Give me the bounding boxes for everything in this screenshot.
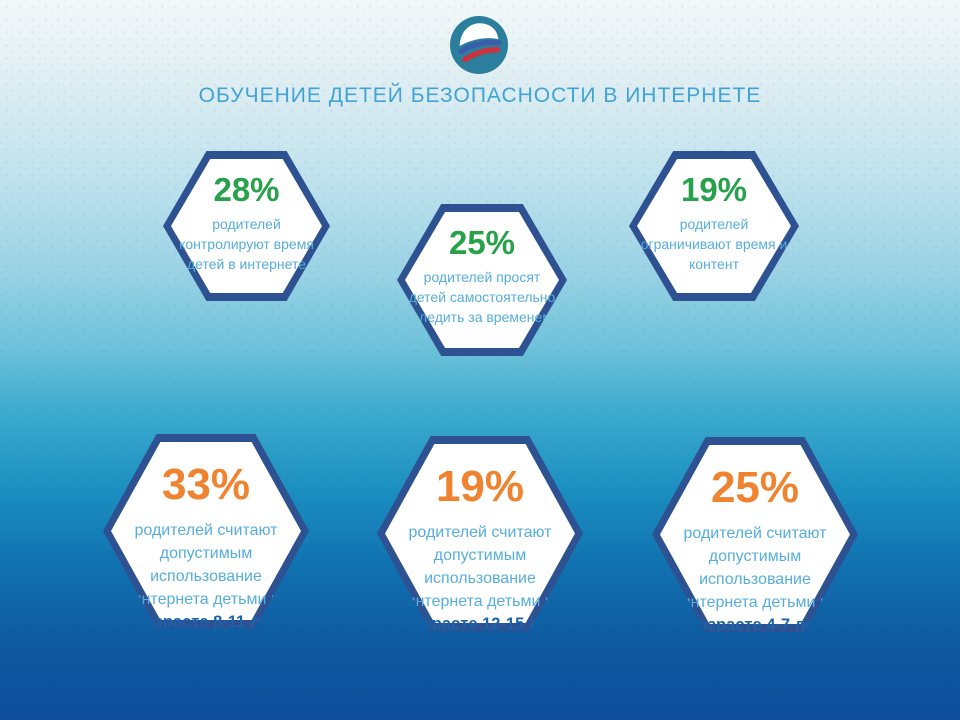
stat-description: родителей считают допустимым использован… (132, 522, 280, 608)
page-title: ОБУЧЕНИЕ ДЕТЕЙ БЕЗОПАСНОСТИ В ИНТЕРНЕТЕ (198, 84, 762, 107)
stat-description: родителей считают допустимым использован… (406, 524, 554, 610)
stat-value: 25% (710, 463, 800, 512)
stat-value: 28% (213, 171, 280, 208)
stat-description: родителей считают допустимым использован… (681, 525, 829, 611)
stat-value: 25% (448, 224, 516, 261)
stat-age-range: возрасте 12-15 лет (403, 615, 557, 634)
stat-value: 33% (161, 460, 251, 509)
stat-hexagon-age-8-11: 33% родителей считают допустимым использ… (103, 434, 309, 628)
stat-description: родителей просят детей самостоятельно сл… (408, 269, 556, 326)
stat-value: 19% (435, 462, 525, 511)
stat-age-range: возрасте 8-11 лет (134, 613, 278, 632)
stat-description: родителей ограничивают время и контент (640, 216, 788, 273)
stat-description: родителей контролируют время детей в инт… (179, 216, 314, 273)
stat-age-range: возрасте 4-7 лет (688, 616, 822, 635)
wave-flag-logo-icon (450, 16, 508, 74)
stat-value: 19% (680, 171, 748, 208)
